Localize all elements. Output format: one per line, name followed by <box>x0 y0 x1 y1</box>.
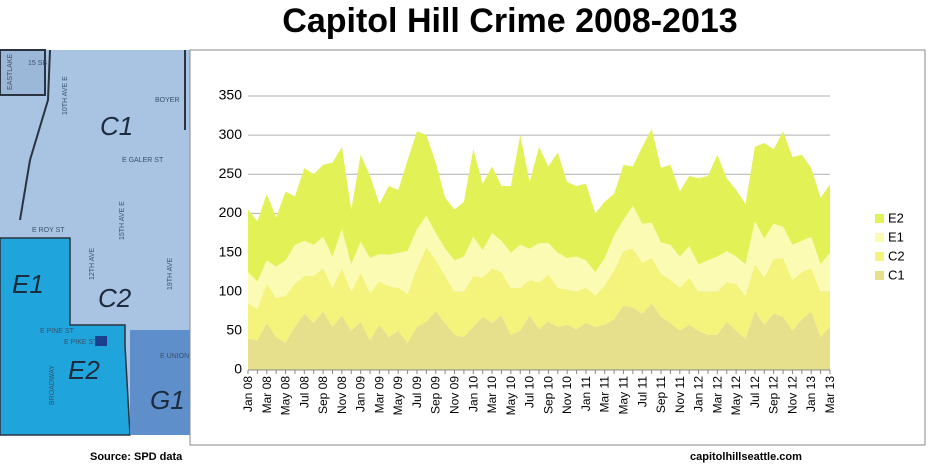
x-tick-label: Jan 08 <box>241 376 255 412</box>
y-tick-label: 250 <box>219 165 243 181</box>
map-district: C2 <box>98 283 132 313</box>
y-tick-label: 0 <box>234 361 242 377</box>
map-label: 19TH AVE <box>167 258 174 290</box>
y-tick-label: 300 <box>219 126 243 142</box>
map-label: BOYER <box>155 97 180 104</box>
x-tick-label: May 12 <box>729 376 743 416</box>
map-label: E GALER ST <box>122 157 164 164</box>
y-tick-label: 50 <box>226 322 242 338</box>
y-tick-label: 200 <box>219 204 243 220</box>
x-tick-label: Nov 08 <box>335 376 349 414</box>
y-tick-label: 100 <box>219 282 243 298</box>
legend-label: E1 <box>888 229 904 244</box>
x-tick-label: Mar 10 <box>485 376 499 414</box>
y-tick-label: 350 <box>219 87 243 103</box>
map-zone-g <box>130 330 192 435</box>
x-tick-label: May 10 <box>504 376 518 416</box>
legend-label: E2 <box>888 210 904 225</box>
map-label: 15 SB <box>28 60 47 67</box>
map-label: EASTLAKE <box>7 53 14 90</box>
y-tick-label: 150 <box>219 243 243 259</box>
x-tick-label: Mar 11 <box>598 376 612 413</box>
legend-label: C1 <box>888 267 905 282</box>
map-label: E PIKE ST <box>64 339 98 346</box>
x-tick-label: Mar 09 <box>372 376 386 414</box>
x-tick-label: Jan 09 <box>354 376 368 412</box>
map-label: 15TH AVE E <box>119 201 126 240</box>
legend-swatch <box>875 252 884 261</box>
legend-swatch <box>875 214 884 223</box>
x-tick-label: Jan 11 <box>579 376 593 411</box>
x-tick-label: Mar 08 <box>260 376 274 414</box>
map-label: E UNION <box>160 353 189 360</box>
x-tick-label: Jan 13 <box>804 376 818 412</box>
map-label: BROADWAY <box>49 365 56 405</box>
map-border <box>19 49 51 221</box>
map-district: E1 <box>12 269 44 299</box>
x-tick-label: Jul 12 <box>748 376 762 408</box>
x-tick-label: May 09 <box>391 376 405 416</box>
x-tick-label: Jul 09 <box>410 376 424 408</box>
x-tick-label: Sep 10 <box>541 376 555 414</box>
map-label: E ROY ST <box>32 227 65 234</box>
legend-swatch <box>875 271 884 280</box>
map-district: G1 <box>150 385 185 415</box>
map: C1 E1 C2 E2 G1 10TH AVE E E GALER ST 15T… <box>0 49 192 436</box>
x-tick-label: May 08 <box>279 376 293 416</box>
source-note: Source: SPD data <box>90 451 183 463</box>
area <box>248 303 830 370</box>
map-label: E PINE ST <box>40 328 75 335</box>
map-label: 10TH AVE E <box>62 76 69 115</box>
x-tick-label: Jan 10 <box>466 376 480 412</box>
x-tick-label: Mar 13 <box>823 376 837 414</box>
map-district: C1 <box>100 111 133 141</box>
legend-swatch <box>875 233 884 242</box>
area <box>248 205 830 309</box>
x-tick-label: Jul 08 <box>297 376 311 408</box>
chart-title: Capitol Hill Crime 2008-2013 <box>282 2 737 40</box>
x-tick-label: Jul 10 <box>523 376 537 408</box>
map-label: 12TH AVE <box>89 248 96 280</box>
map-zone-e <box>0 237 131 436</box>
map-marker <box>95 336 107 346</box>
x-tick-label: Nov 12 <box>785 376 799 414</box>
area <box>248 128 830 282</box>
area <box>248 247 830 343</box>
x-tick-label: Sep 08 <box>316 376 330 414</box>
x-tick-label: Jul 11 <box>635 376 649 407</box>
x-tick-label: Sep 11 <box>654 376 668 413</box>
x-tick-label: Nov 09 <box>448 376 462 414</box>
x-tick-label: Sep 12 <box>767 376 781 414</box>
legend-label: C2 <box>888 248 905 263</box>
x-tick-label: Mar 12 <box>710 376 724 414</box>
map-zone <box>0 49 46 96</box>
x-tick-label: May 11 <box>616 376 630 415</box>
credit-note: capitolhillseattle.com <box>690 451 802 463</box>
x-tick-label: Nov 10 <box>560 376 574 414</box>
x-tick-label: Nov 11 <box>673 376 687 413</box>
map-district: E2 <box>68 355 100 385</box>
x-tick-label: Jan 12 <box>692 376 706 412</box>
x-tick-label: Sep 09 <box>429 376 443 414</box>
